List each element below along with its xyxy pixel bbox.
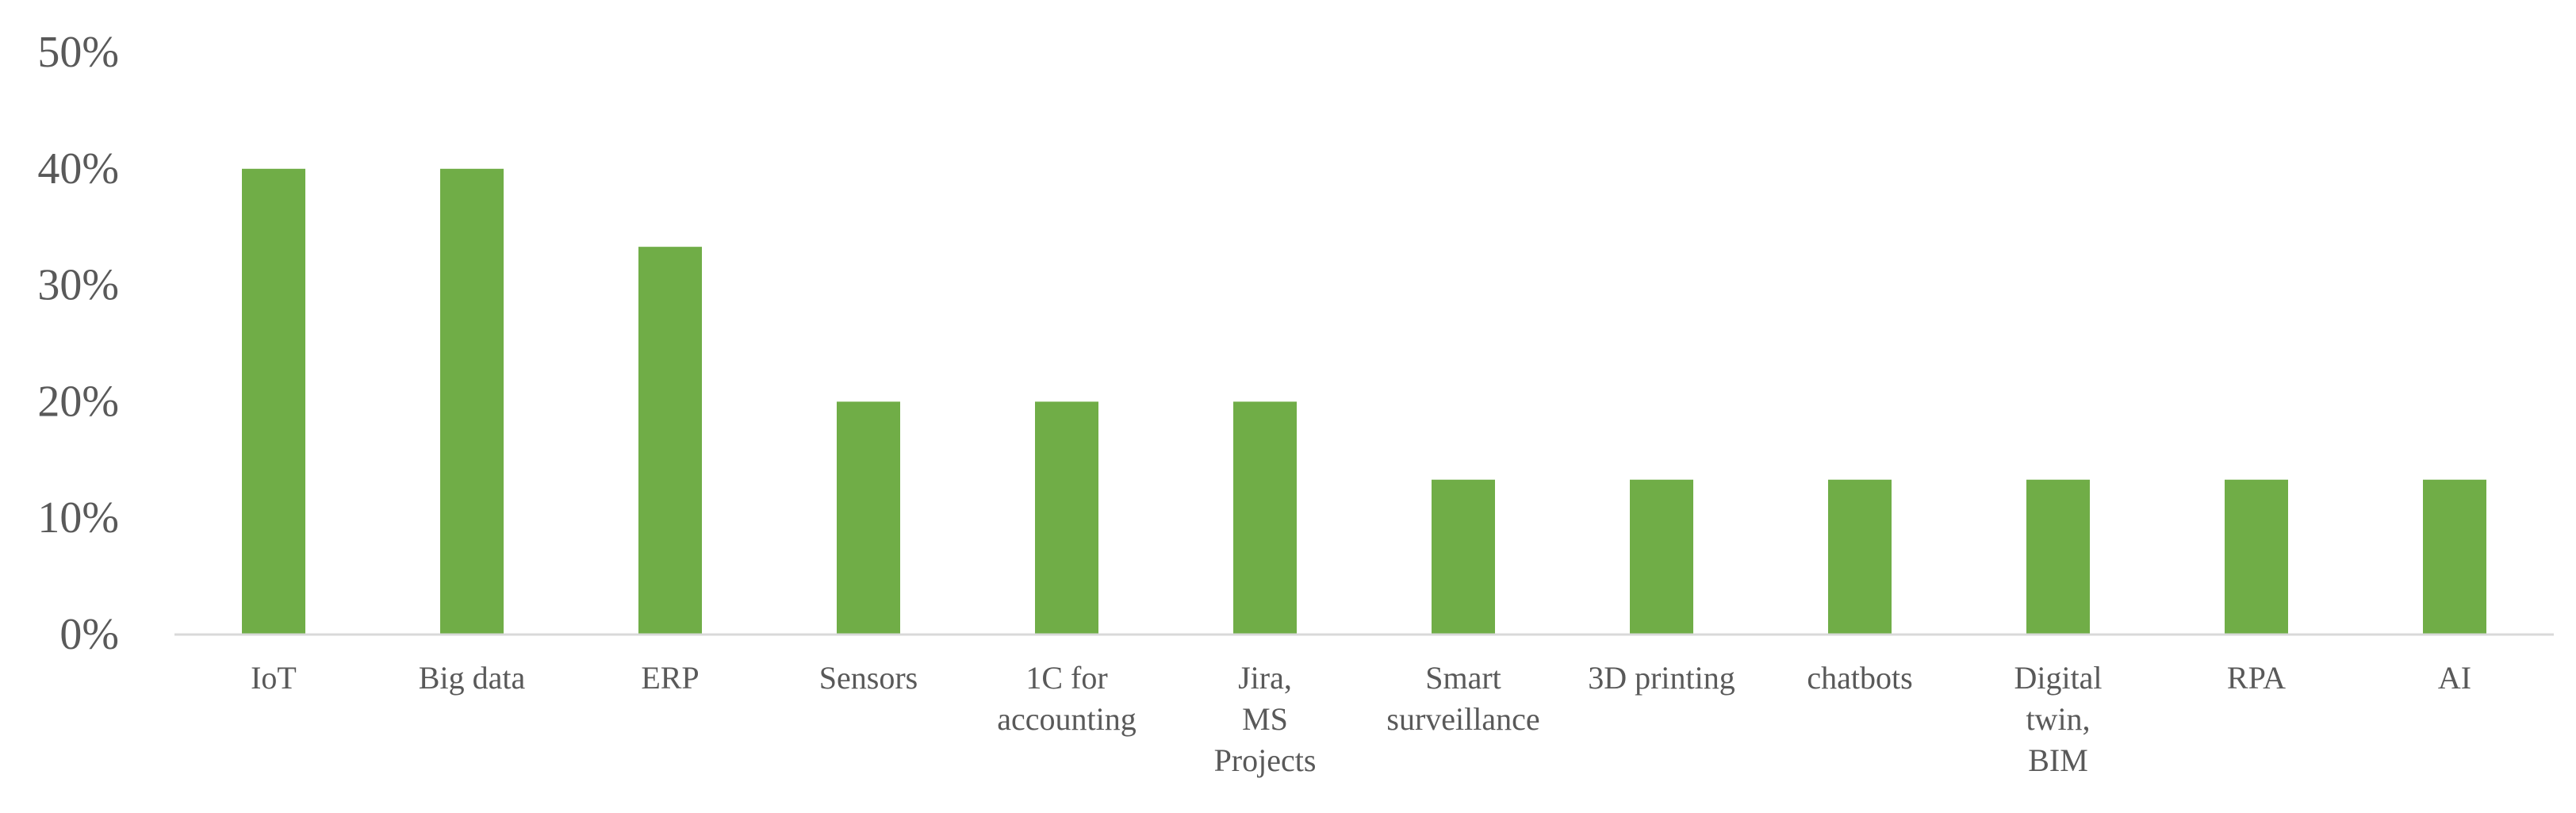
x-tick-label-line: IoT: [251, 660, 297, 696]
x-tick-label-line: 3D printing: [1588, 660, 1735, 696]
bars-group: [242, 168, 2486, 635]
x-tick-label-line: chatbots: [1807, 660, 1912, 696]
y-tick-label: 0%: [59, 610, 119, 659]
x-tick-label: Smart surveillance: [1386, 660, 1539, 737]
bar: [242, 168, 305, 635]
x-tick-label: Jira, MS Projects: [1214, 660, 1317, 778]
x-tick-label-line: accounting: [997, 701, 1137, 737]
y-tick-label: 50%: [37, 28, 119, 77]
y-tick-label: 10%: [37, 493, 119, 543]
x-tick-label: 1C for accounting: [997, 660, 1137, 737]
x-tick-label: chatbots: [1807, 660, 1912, 696]
bar: [2423, 479, 2486, 635]
x-tick-label-line: surveillance: [1386, 701, 1539, 737]
x-tick-label-line: twin,: [2026, 701, 2090, 737]
bar: [2225, 479, 2288, 635]
bar: [837, 401, 900, 635]
bar: [1432, 479, 1495, 635]
bar: [638, 247, 702, 635]
y-tick-label: 20%: [37, 377, 119, 426]
bar: [440, 168, 504, 635]
x-tick-label-line: Digital: [2014, 660, 2102, 696]
x-tick-label: IoT: [251, 660, 297, 696]
x-tick-label-line: RPA: [2227, 660, 2286, 696]
x-tick-label-line: Jira,: [1238, 660, 1292, 696]
bar: [1630, 479, 1693, 635]
x-tick-label: Digital twin, BIM: [2014, 660, 2102, 778]
x-tick-label-line: Smart: [1425, 660, 1501, 696]
bar: [2026, 479, 2090, 635]
bar: [1828, 479, 1892, 635]
y-tick-label: 40%: [37, 144, 119, 194]
x-tick-label-line: BIM: [2028, 742, 2088, 778]
x-tick-label: Sensors: [819, 660, 918, 696]
x-tick-label-line: Sensors: [819, 660, 918, 696]
x-tick-label: ERP: [641, 660, 699, 696]
x-tick-label: Big data: [419, 660, 526, 696]
x-tick-label: 3D printing: [1588, 660, 1735, 696]
x-tick-label-line: ERP: [641, 660, 699, 696]
bar: [1233, 401, 1297, 635]
x-tick-label-line: MS: [1242, 701, 1288, 737]
x-axis-tick-labels: IoT Big data ERP Sensors 1C for accounting Jir…: [251, 660, 2471, 778]
y-axis-tick-labels: 0% 10% 20% 30% 40% 50%: [37, 28, 119, 659]
x-tick-label-line: 1C for: [1025, 660, 1107, 696]
x-tick-label-line: Big data: [419, 660, 526, 696]
bar: [1035, 401, 1098, 635]
x-tick-label-line: AI: [2438, 660, 2471, 696]
x-tick-label: RPA: [2227, 660, 2286, 696]
x-tick-label: AI: [2438, 660, 2471, 696]
y-tick-label: 30%: [37, 261, 119, 310]
x-tick-label-line: Projects: [1214, 742, 1317, 778]
